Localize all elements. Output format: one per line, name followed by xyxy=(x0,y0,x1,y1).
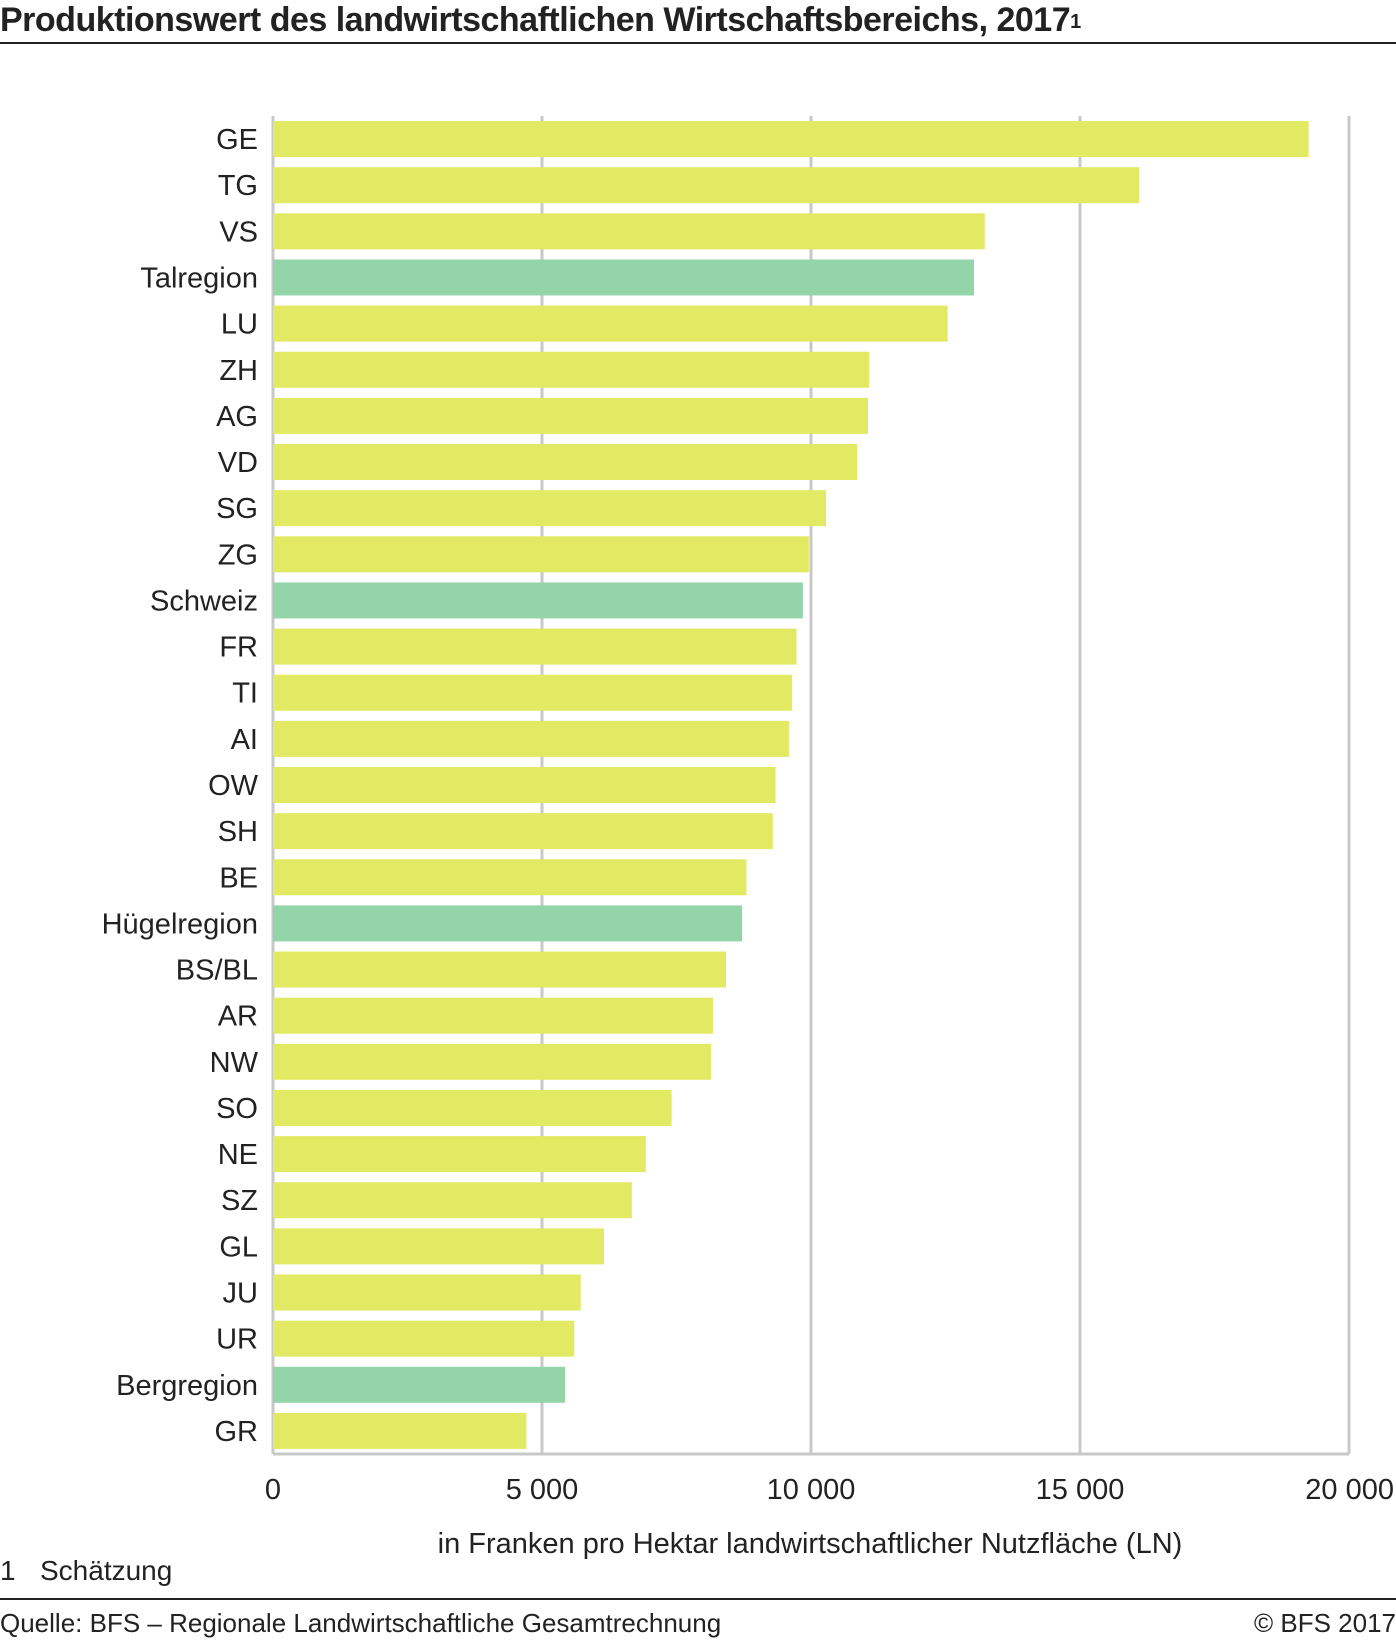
footnote-text: Schätzung xyxy=(40,1555,173,1586)
category-label: GR xyxy=(215,1416,259,1448)
bar-talregion xyxy=(273,259,975,296)
bar-ur xyxy=(273,1320,575,1357)
category-label: UR xyxy=(216,1324,258,1356)
category-label: BE xyxy=(219,862,258,894)
x-tick-label: 20 000 xyxy=(1305,1474,1394,1506)
bar-ar xyxy=(273,997,714,1034)
category-label: Bergregion xyxy=(116,1370,258,1402)
source-divider xyxy=(0,1598,1396,1600)
bar-ag xyxy=(273,397,869,434)
bar-ow xyxy=(273,767,776,803)
bar-zh xyxy=(273,351,870,388)
category-label: VS xyxy=(219,216,258,248)
x-axis-label: in Franken pro Hektar landwirtschaftlich… xyxy=(438,1528,1183,1560)
category-label: Hügelregion xyxy=(102,908,258,940)
category-label: TG xyxy=(218,170,258,202)
x-tick-label: 10 000 xyxy=(767,1474,856,1506)
category-labels: GE TG VS Talregion LU ZH AG VD SG ZG Schweiz FR TI AI… xyxy=(102,124,259,1448)
category-label: NE xyxy=(218,1139,258,1171)
category-label: JU xyxy=(223,1278,258,1310)
category-label: SZ xyxy=(221,1185,258,1217)
x-tick-label: 15 000 xyxy=(1036,1474,1125,1506)
category-label: LU xyxy=(221,309,258,341)
copyright-text: © BFS 2017 xyxy=(1253,1608,1396,1638)
x-tick-label: 0 xyxy=(265,1474,281,1506)
bar-sg xyxy=(273,490,827,527)
category-label: SG xyxy=(216,493,258,525)
category-label: AI xyxy=(231,724,258,756)
category-label: AG xyxy=(216,401,258,433)
bar-fr xyxy=(273,628,797,665)
title-footnote-mark: 1 xyxy=(1070,11,1081,33)
bar-bergregion xyxy=(273,1366,566,1403)
source-text: Quelle: BFS – Regionale Landwirtschaftli… xyxy=(0,1608,722,1638)
bar-ti xyxy=(273,674,793,711)
bar-tg xyxy=(273,167,1140,204)
bar-ne xyxy=(273,1136,646,1173)
bar-gr xyxy=(273,1412,527,1449)
bar-vd xyxy=(273,444,858,481)
bar-be xyxy=(273,859,747,896)
category-label: ZH xyxy=(219,355,258,387)
bar-ju xyxy=(273,1274,581,1311)
footnote-number: 1 xyxy=(0,1555,16,1586)
bar-sh xyxy=(273,813,773,850)
category-label: BS/BL xyxy=(176,955,258,987)
category-label: FR xyxy=(219,632,258,664)
bar-chart: GE TG VS Talregion LU ZH AG VD SG ZG Schweiz FR TI AI… xyxy=(102,116,1394,1560)
bar-gl xyxy=(273,1228,604,1265)
bar-vs xyxy=(273,213,985,250)
bar-ge xyxy=(273,121,1309,158)
x-tick-label: 5 000 xyxy=(506,1474,579,1506)
bar-hügelregion xyxy=(273,905,743,942)
category-label: VD xyxy=(218,447,258,479)
category-label: AR xyxy=(218,1001,258,1033)
bar-sz xyxy=(273,1182,632,1219)
category-label: Schweiz xyxy=(150,585,258,617)
footnote: 1 Schätzung xyxy=(0,1555,172,1587)
category-label: GE xyxy=(216,124,258,156)
bar-bs-bl xyxy=(273,951,726,988)
category-label: ZG xyxy=(218,539,258,571)
bar-ai xyxy=(273,720,789,757)
category-label: Talregion xyxy=(140,262,258,294)
category-label: GL xyxy=(219,1231,258,1263)
bar-lu xyxy=(273,305,948,342)
category-label: TI xyxy=(232,678,258,710)
bar-so xyxy=(273,1089,672,1126)
chart-title: Produktionswert des landwirtschaftlichen… xyxy=(0,0,1396,44)
bar-zg xyxy=(273,536,809,573)
bar-schweiz xyxy=(273,582,803,619)
chart-title-text: Produktionswert des landwirtschaftlichen… xyxy=(0,1,1071,39)
category-label: NW xyxy=(210,1047,259,1079)
category-label: SO xyxy=(216,1093,258,1125)
bars xyxy=(273,121,1309,1449)
x-tick-labels: 0 5 000 10 000 15 000 20 000 xyxy=(265,1474,1394,1506)
category-label: OW xyxy=(208,770,259,802)
bar-nw xyxy=(273,1043,711,1080)
category-label: SH xyxy=(218,816,258,848)
